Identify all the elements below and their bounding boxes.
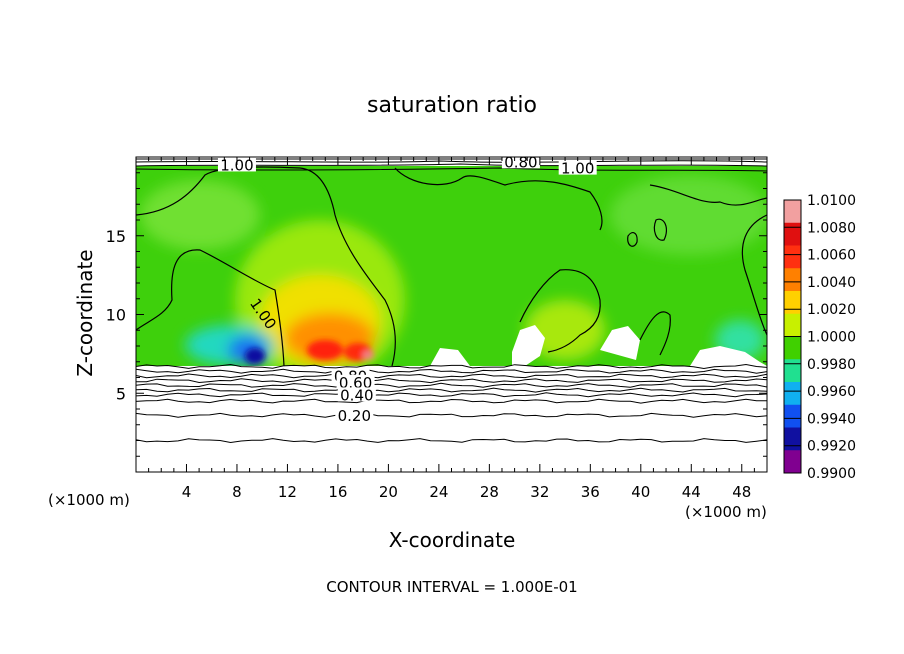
- colorbar-label: 1.0000: [807, 330, 856, 346]
- cloud-edge-patches: [430, 325, 767, 366]
- x-tick-label: 20: [379, 483, 398, 501]
- x-unit-label-right: (×1000 m): [685, 503, 767, 521]
- colorbar-label: 1.0040: [807, 275, 856, 291]
- contour-right-top: [394, 167, 603, 231]
- contour-label: 1.00: [561, 160, 594, 178]
- contour-right-lower: [639, 311, 671, 356]
- pink-core: [362, 350, 374, 360]
- contour-label: 0.60: [339, 374, 372, 392]
- contour-interval-note: CONTOUR INTERVAL = 1.000E-01: [326, 578, 577, 596]
- contour-label: 0.80: [504, 153, 537, 171]
- colorbar-label: 0.9980: [807, 357, 856, 373]
- contour-right-edge: [741, 214, 767, 336]
- colorbar-swatch: [784, 359, 801, 383]
- cloud-patch: [512, 325, 545, 366]
- colorbar-label: 1.0020: [807, 302, 856, 318]
- contour-left-loop: [136, 249, 285, 367]
- lower-contour-line: [136, 373, 767, 379]
- unsaturated-lower-region: [136, 366, 767, 472]
- contour-label-bg: [558, 160, 597, 175]
- x-axis-label: X-coordinate: [389, 528, 516, 552]
- colorbar-label: 0.9900: [807, 466, 856, 482]
- colorbar-swatch: [784, 245, 801, 269]
- y-tick-label: 10: [106, 306, 126, 325]
- x-axis-ticks: 4 8 12 16 20 24 28 32 36 40 44 48: [148, 157, 755, 501]
- contour-plume: [299, 167, 396, 367]
- cloud-patch: [600, 326, 640, 360]
- x-tick-label: 4: [182, 483, 192, 501]
- colorbar-swatch: [784, 268, 801, 292]
- colorbar-swatch: [784, 382, 801, 406]
- x-tick-label: 24: [429, 483, 448, 501]
- contour-label: 1.00: [220, 156, 253, 174]
- x-unit-label-left: (×1000 m): [48, 491, 130, 509]
- colorbar-swatch: [784, 404, 801, 428]
- colorbar-swatch: [784, 200, 801, 224]
- y-axis-ticks: 5 10 15: [106, 172, 767, 457]
- colorbar-swatch: [784, 222, 801, 246]
- contour-loop-2: [653, 218, 668, 241]
- colorbar-label: 0.9940: [807, 411, 856, 427]
- lower-contour-line: [136, 387, 767, 393]
- x-tick-label: 36: [581, 483, 600, 501]
- contour-label-bg: [337, 387, 376, 402]
- lower-contour-line: [136, 398, 767, 404]
- contour-label: 0.20: [338, 407, 371, 425]
- lower-contours: [136, 363, 767, 444]
- lower-contour-line: [136, 378, 767, 384]
- y-axis-label: Z-coordinate: [73, 249, 97, 376]
- upper-right-light-area: [610, 175, 767, 255]
- contour-right-cloud: [519, 269, 601, 353]
- ratio-contours: [136, 166, 767, 367]
- contour-loop-1: [627, 232, 638, 247]
- lower-contour-line: [136, 412, 767, 418]
- contour-label-bg: [336, 374, 375, 389]
- x-tick-label: 28: [480, 483, 499, 501]
- cloud-patch: [690, 346, 767, 366]
- colorbar: 1.0100 1.0080 1.0060 1.0040 1.0020 1.0000 0.99…: [783, 193, 856, 482]
- lower-contour-line: [136, 392, 767, 398]
- colorbar-label: 0.9960: [807, 384, 856, 400]
- y-tick-label: 5: [116, 384, 126, 403]
- y-tick-label: 15: [106, 227, 126, 246]
- contour-far-right: [649, 184, 767, 206]
- upper-left-light-area: [140, 180, 260, 250]
- x-tick-label: 40: [631, 483, 650, 501]
- cloud-patch: [430, 348, 470, 366]
- colorbar-swatch: [784, 450, 801, 474]
- colorbar-label: 1.0060: [807, 248, 856, 264]
- heatmap-field: 1.000.801.001.000.800.600.400.20: [136, 153, 767, 472]
- contour-label: 0.40: [340, 386, 373, 404]
- contour-left-upper: [136, 166, 301, 216]
- x-tick-label: 48: [732, 483, 751, 501]
- contour-label-bg: [335, 407, 374, 422]
- lower-contour-line: [136, 438, 767, 444]
- red-core-1: [307, 340, 343, 360]
- x-tick-label: 12: [278, 483, 297, 501]
- colorbar-label: 1.0080: [807, 220, 856, 236]
- lower-contour-line: [136, 368, 767, 374]
- lower-contour-line: [136, 363, 767, 370]
- dark-blue-core: [245, 348, 265, 364]
- colorbar-swatch: [784, 336, 801, 360]
- lower-contour-line: [136, 382, 767, 388]
- contour-label-bg: [501, 157, 540, 169]
- x-tick-label: 44: [682, 483, 701, 501]
- colorbar-label: 1.0100: [807, 193, 856, 209]
- chart-title: saturation ratio: [367, 93, 537, 118]
- right-yellow-patch: [525, 300, 605, 360]
- colorbar-swatch: [784, 313, 801, 337]
- colorbar-label: 0.9920: [807, 439, 856, 455]
- colorbar-swatch: [784, 291, 801, 315]
- x-tick-label: 8: [232, 483, 242, 501]
- x-tick-label: 32: [530, 483, 549, 501]
- x-tick-label: 16: [328, 483, 347, 501]
- colorbar-swatch: [784, 427, 801, 451]
